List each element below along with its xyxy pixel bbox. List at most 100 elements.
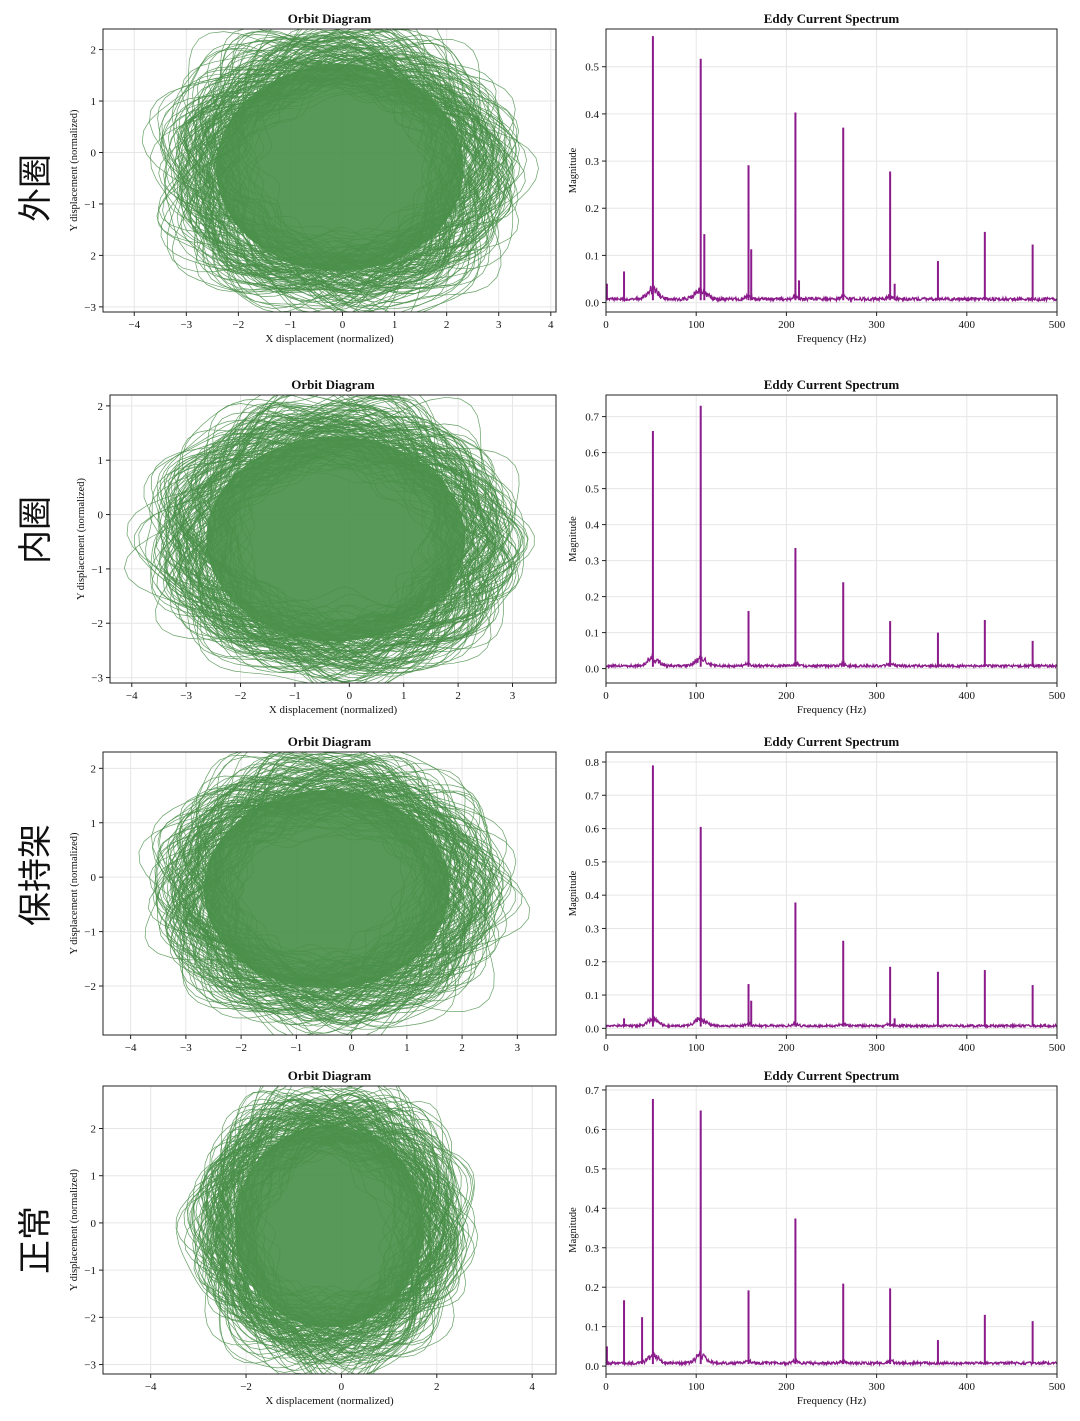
x-tick-label: 0 — [603, 1042, 609, 1054]
orbit-trace — [189, 789, 459, 1000]
orbit-trace — [152, 402, 475, 665]
orbit-trace — [201, 778, 460, 1009]
y-tick-label: −2 — [91, 618, 103, 630]
orbit-trace — [155, 760, 476, 998]
orbit-xlabel: X displacement (normalized) — [265, 333, 394, 345]
orbit-core — [234, 1125, 425, 1328]
y-tick-label: 2 — [91, 45, 97, 57]
x-tick-label: 500 — [1049, 1381, 1066, 1393]
axes-frame — [605, 28, 1058, 313]
spectrum-baseline — [606, 1350, 1057, 1368]
y-tick-label: 1 — [91, 818, 97, 830]
y-tick-label: 0.1 — [585, 250, 599, 262]
x-tick-label: 3 — [515, 1042, 521, 1054]
y-tick-label: 0.5 — [585, 857, 599, 869]
y-tick-label: 0.2 — [585, 1282, 599, 1294]
orbit-traces — [138, 752, 531, 1035]
x-tick-label: 300 — [868, 319, 885, 331]
y-tick-label: −1 — [84, 1265, 96, 1277]
orbit-trace — [150, 38, 500, 295]
x-tick-label: −1 — [290, 1042, 302, 1054]
x-tick-label: 200 — [778, 1042, 795, 1054]
x-tick-label: 0 — [603, 690, 609, 702]
orbit-trace — [165, 396, 513, 670]
x-tick-label: 400 — [959, 319, 976, 331]
y-tick-label: 0 — [91, 872, 97, 884]
x-tick-label: 0 — [349, 1042, 355, 1054]
x-tick-label: 300 — [868, 1381, 885, 1393]
y-tick-label: 0.5 — [585, 1164, 599, 1176]
orbit-trace — [174, 397, 483, 643]
orbit-trace — [194, 1100, 440, 1374]
orbit-trace — [191, 1099, 455, 1357]
orbit-title: Orbit Diagram — [291, 377, 375, 392]
orbit-trace — [199, 1086, 452, 1357]
orbit-trace — [201, 41, 490, 292]
x-tick-label: 100 — [688, 319, 705, 331]
y-tick-label: 0.4 — [585, 1203, 599, 1215]
orbit-xlabel: X displacement (normalized) — [269, 704, 398, 716]
x-tick-label: −1 — [285, 319, 297, 331]
y-tick-label: 0.3 — [585, 1243, 599, 1255]
y-tick-label: 0.0 — [585, 1023, 599, 1035]
orbit-diagram-2: −4 −3 −2 −1 0 1 2 3 2 1 0 −1 −2 Orbit Diagram Y displa… — [69, 734, 557, 1054]
x-tick-label: 500 — [1049, 319, 1066, 331]
orbit-trace — [193, 794, 472, 1003]
spectrum-xlabel: Frequency (Hz) — [797, 333, 867, 345]
orbit-xlabel: X displacement (normalized) — [265, 1395, 394, 1407]
x-tick-label: 1 — [404, 1042, 410, 1054]
orbit-trace — [187, 399, 465, 638]
x-tick-label: 200 — [778, 319, 795, 331]
orbit-trace — [162, 768, 497, 1000]
x-tick-label: 2 — [434, 1381, 440, 1393]
y-tick-label: 0.6 — [585, 1124, 599, 1136]
axes-frame — [102, 28, 557, 313]
y-tick-label: 0.0 — [585, 664, 599, 676]
x-tick-label: 0 — [339, 1381, 345, 1393]
x-tick-label: −4 — [125, 1042, 137, 1054]
orbit-trace — [144, 780, 466, 1035]
y-tick-label: 0.1 — [585, 1322, 599, 1334]
x-tick-label: −2 — [235, 1042, 247, 1054]
y-tick-label: −2 — [84, 981, 96, 993]
orbit-title: Orbit Diagram — [288, 11, 372, 26]
orbit-trace — [216, 1097, 460, 1342]
y-tick-label: −1 — [91, 564, 103, 576]
y-tick-label: 2 — [91, 1123, 97, 1135]
x-tick-label: 500 — [1049, 1042, 1066, 1054]
axes-frame — [605, 1085, 1058, 1375]
x-tick-label: 0 — [347, 690, 353, 702]
x-tick-label: 100 — [688, 690, 705, 702]
x-tick-label: −2 — [240, 1381, 252, 1393]
orbit-trace — [179, 51, 503, 292]
y-tick-label: 0 — [98, 510, 104, 522]
orbit-trace — [160, 29, 506, 286]
x-tick-label: 2 — [459, 1042, 465, 1054]
orbit-core — [216, 65, 464, 271]
y-tick-label: 1 — [91, 96, 97, 108]
orbit-trace — [185, 775, 466, 987]
y-tick-label: 1 — [91, 1171, 97, 1183]
orbit-trace — [190, 55, 493, 277]
y-tick-label: −1 — [84, 199, 96, 211]
x-tick-label: 400 — [959, 1042, 976, 1054]
orbit-trace — [181, 29, 516, 312]
orbit-trace — [167, 754, 464, 1019]
orbit-ylabel: Y displacement (normalized) — [69, 832, 80, 955]
orbit-trace — [177, 782, 466, 1009]
axes-frame — [605, 751, 1058, 1036]
orbit-traces — [175, 1086, 479, 1374]
x-tick-label: 3 — [496, 319, 502, 331]
y-tick-label: 0.7 — [585, 1085, 599, 1097]
y-tick-label: 0.2 — [585, 957, 599, 969]
y-tick-label: −1 — [84, 927, 96, 939]
x-tick-label: 2 — [444, 319, 450, 331]
y-tick-label: −3 — [84, 302, 96, 314]
x-tick-label: 0 — [340, 319, 346, 331]
orbit-trace — [184, 796, 453, 1023]
x-tick-label: −2 — [233, 319, 245, 331]
x-tick-label: −3 — [180, 1042, 192, 1054]
x-tick-label: −4 — [126, 690, 138, 702]
y-tick-label: 0 — [91, 1218, 97, 1230]
orbit-title: Orbit Diagram — [288, 1068, 372, 1083]
